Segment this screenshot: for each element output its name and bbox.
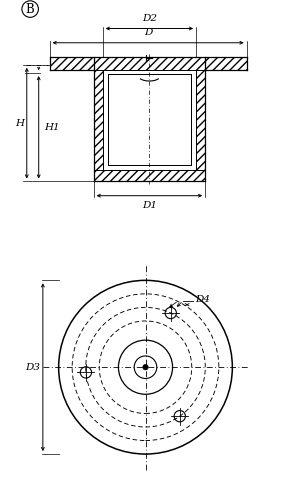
Polygon shape bbox=[205, 57, 246, 70]
Text: D4: D4 bbox=[195, 295, 210, 304]
Circle shape bbox=[143, 364, 148, 370]
Text: D: D bbox=[144, 28, 152, 37]
Text: H: H bbox=[15, 119, 24, 128]
Text: B: B bbox=[26, 2, 35, 15]
Polygon shape bbox=[94, 170, 205, 181]
Polygon shape bbox=[94, 57, 205, 70]
Polygon shape bbox=[49, 57, 94, 70]
Text: H1: H1 bbox=[45, 123, 60, 132]
Polygon shape bbox=[94, 70, 103, 170]
Polygon shape bbox=[108, 74, 191, 165]
Text: D2: D2 bbox=[142, 14, 157, 23]
Polygon shape bbox=[196, 70, 205, 170]
Text: D3: D3 bbox=[25, 363, 40, 372]
Text: D1: D1 bbox=[142, 202, 157, 210]
